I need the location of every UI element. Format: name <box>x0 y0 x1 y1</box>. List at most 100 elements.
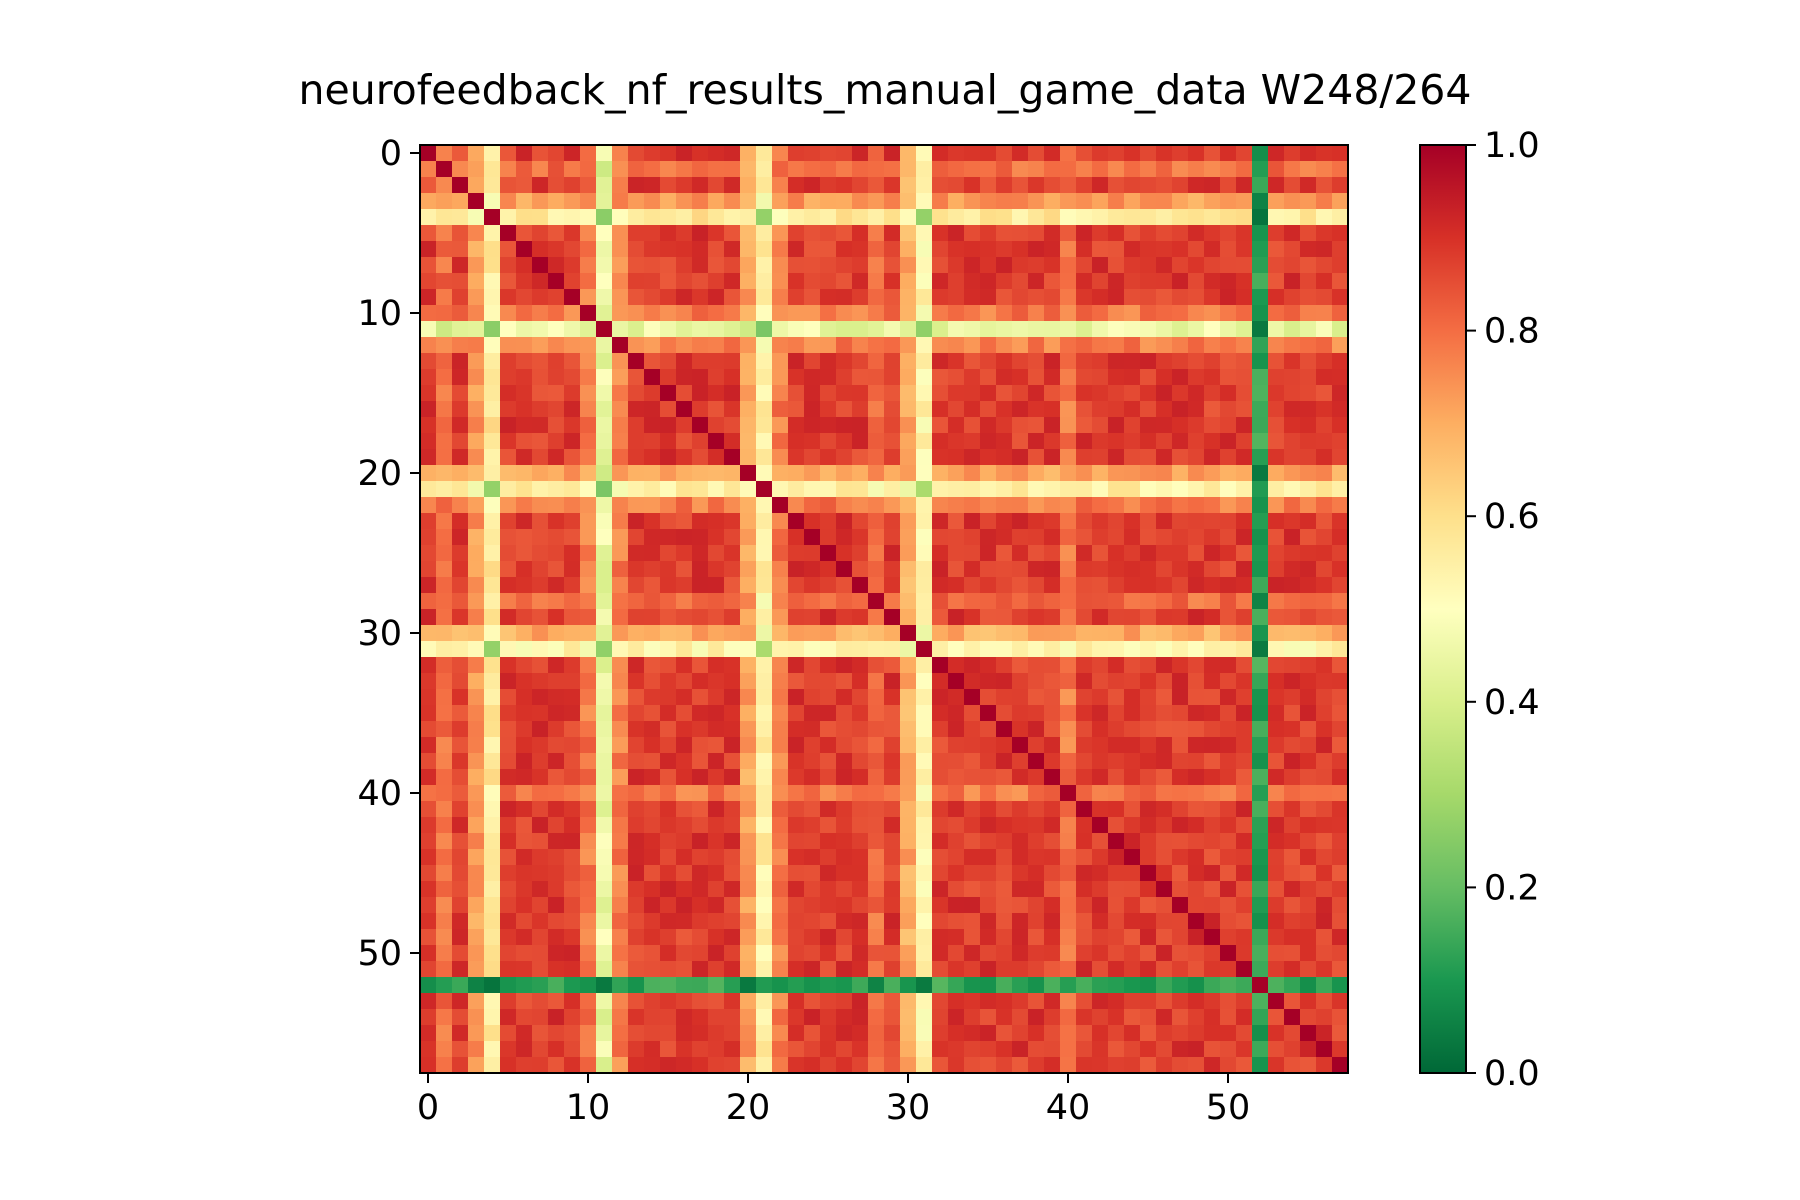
heatmap-cell <box>1060 545 1077 562</box>
heatmap-cell <box>820 305 837 322</box>
heatmap-cell <box>1140 465 1157 482</box>
heatmap-cell <box>868 753 885 770</box>
heatmap-cell <box>452 241 469 258</box>
heatmap-cell <box>596 225 613 242</box>
heatmap-cell <box>1060 529 1077 546</box>
heatmap-cell <box>1076 561 1093 578</box>
heatmap-cell <box>1108 449 1125 466</box>
heatmap-cell <box>468 1057 485 1074</box>
heatmap-cell <box>932 657 949 674</box>
heatmap-cell <box>1076 865 1093 882</box>
heatmap-cell <box>756 945 773 962</box>
heatmap-cell <box>1268 609 1285 626</box>
heatmap-cell <box>740 641 757 658</box>
heatmap-cell <box>564 305 581 322</box>
heatmap-cell <box>468 369 485 386</box>
heatmap-cell <box>1332 705 1349 722</box>
heatmap-cell <box>516 337 533 354</box>
heatmap-cell <box>1268 977 1285 994</box>
heatmap-cell <box>548 337 565 354</box>
heatmap-cell <box>820 417 837 434</box>
heatmap-cell <box>724 209 741 226</box>
heatmap-cell <box>628 353 645 370</box>
heatmap-cell <box>516 833 533 850</box>
heatmap-cell <box>1268 1041 1285 1058</box>
heatmap-cell <box>1300 865 1317 882</box>
heatmap-cell <box>1236 225 1253 242</box>
heatmap-cell <box>1140 401 1157 418</box>
heatmap-cell <box>500 305 517 322</box>
heatmap-cell <box>1092 705 1109 722</box>
heatmap-cell <box>932 689 949 706</box>
heatmap-cell <box>500 657 517 674</box>
heatmap-cell <box>420 337 437 354</box>
heatmap-cell <box>1236 177 1253 194</box>
heatmap-cell <box>564 833 581 850</box>
heatmap-cell <box>932 833 949 850</box>
heatmap-cell <box>1220 273 1237 290</box>
heatmap-cell <box>868 305 885 322</box>
heatmap-cell <box>1284 721 1301 738</box>
heatmap-cell <box>772 161 789 178</box>
heatmap-cell <box>1172 993 1189 1010</box>
heatmap-cell <box>628 673 645 690</box>
heatmap-cell <box>676 769 693 786</box>
heatmap-cell <box>900 625 917 642</box>
heatmap-cell <box>564 1057 581 1074</box>
heatmap-cell <box>724 657 741 674</box>
heatmap-cell <box>500 289 517 306</box>
heatmap-cell <box>804 161 821 178</box>
heatmap-cell <box>468 385 485 402</box>
heatmap-cell <box>820 577 837 594</box>
heatmap-cell <box>660 1057 677 1074</box>
heatmap-cell <box>1236 513 1253 530</box>
heatmap-cell <box>1092 481 1109 498</box>
heatmap-cell <box>996 641 1013 658</box>
heatmap-cell <box>948 769 965 786</box>
heatmap-cell <box>1076 401 1093 418</box>
heatmap-cell <box>1124 801 1141 818</box>
heatmap-cell <box>628 225 645 242</box>
heatmap-cell <box>420 753 437 770</box>
heatmap-cell <box>1252 865 1269 882</box>
heatmap-cell <box>676 273 693 290</box>
heatmap-cell <box>660 641 677 658</box>
heatmap-cell <box>980 465 997 482</box>
heatmap-cell <box>676 689 693 706</box>
heatmap-cell <box>644 1009 661 1026</box>
heatmap-cell <box>1108 609 1125 626</box>
heatmap-cell <box>900 945 917 962</box>
heatmap-cell <box>932 417 949 434</box>
heatmap-cell <box>724 833 741 850</box>
heatmap-cell <box>500 817 517 834</box>
heatmap-cell <box>1092 353 1109 370</box>
heatmap-cell <box>1172 785 1189 802</box>
heatmap-cell <box>612 305 629 322</box>
heatmap-cell <box>500 945 517 962</box>
heatmap-cell <box>1332 769 1349 786</box>
heatmap-cell <box>580 641 597 658</box>
heatmap-cell <box>660 897 677 914</box>
heatmap-cell <box>644 625 661 642</box>
heatmap-cell <box>1284 801 1301 818</box>
heatmap-cell <box>452 161 469 178</box>
heatmap-cell <box>756 705 773 722</box>
heatmap-cell <box>1012 417 1029 434</box>
heatmap-cell <box>452 337 469 354</box>
heatmap-cell <box>1124 737 1141 754</box>
heatmap-cell <box>788 577 805 594</box>
heatmap-cell <box>516 1025 533 1042</box>
heatmap-cell <box>580 769 597 786</box>
heatmap-cell <box>1012 561 1029 578</box>
heatmap-cell <box>900 353 917 370</box>
heatmap-cell <box>468 273 485 290</box>
heatmap-cell <box>1060 561 1077 578</box>
heatmap-cell <box>1076 193 1093 210</box>
heatmap-cell <box>964 881 981 898</box>
heatmap-cell <box>660 769 677 786</box>
heatmap-cell <box>1188 161 1205 178</box>
heatmap-cell <box>1076 913 1093 930</box>
heatmap-cell <box>788 833 805 850</box>
heatmap-cell <box>644 417 661 434</box>
heatmap-cell <box>1108 913 1125 930</box>
